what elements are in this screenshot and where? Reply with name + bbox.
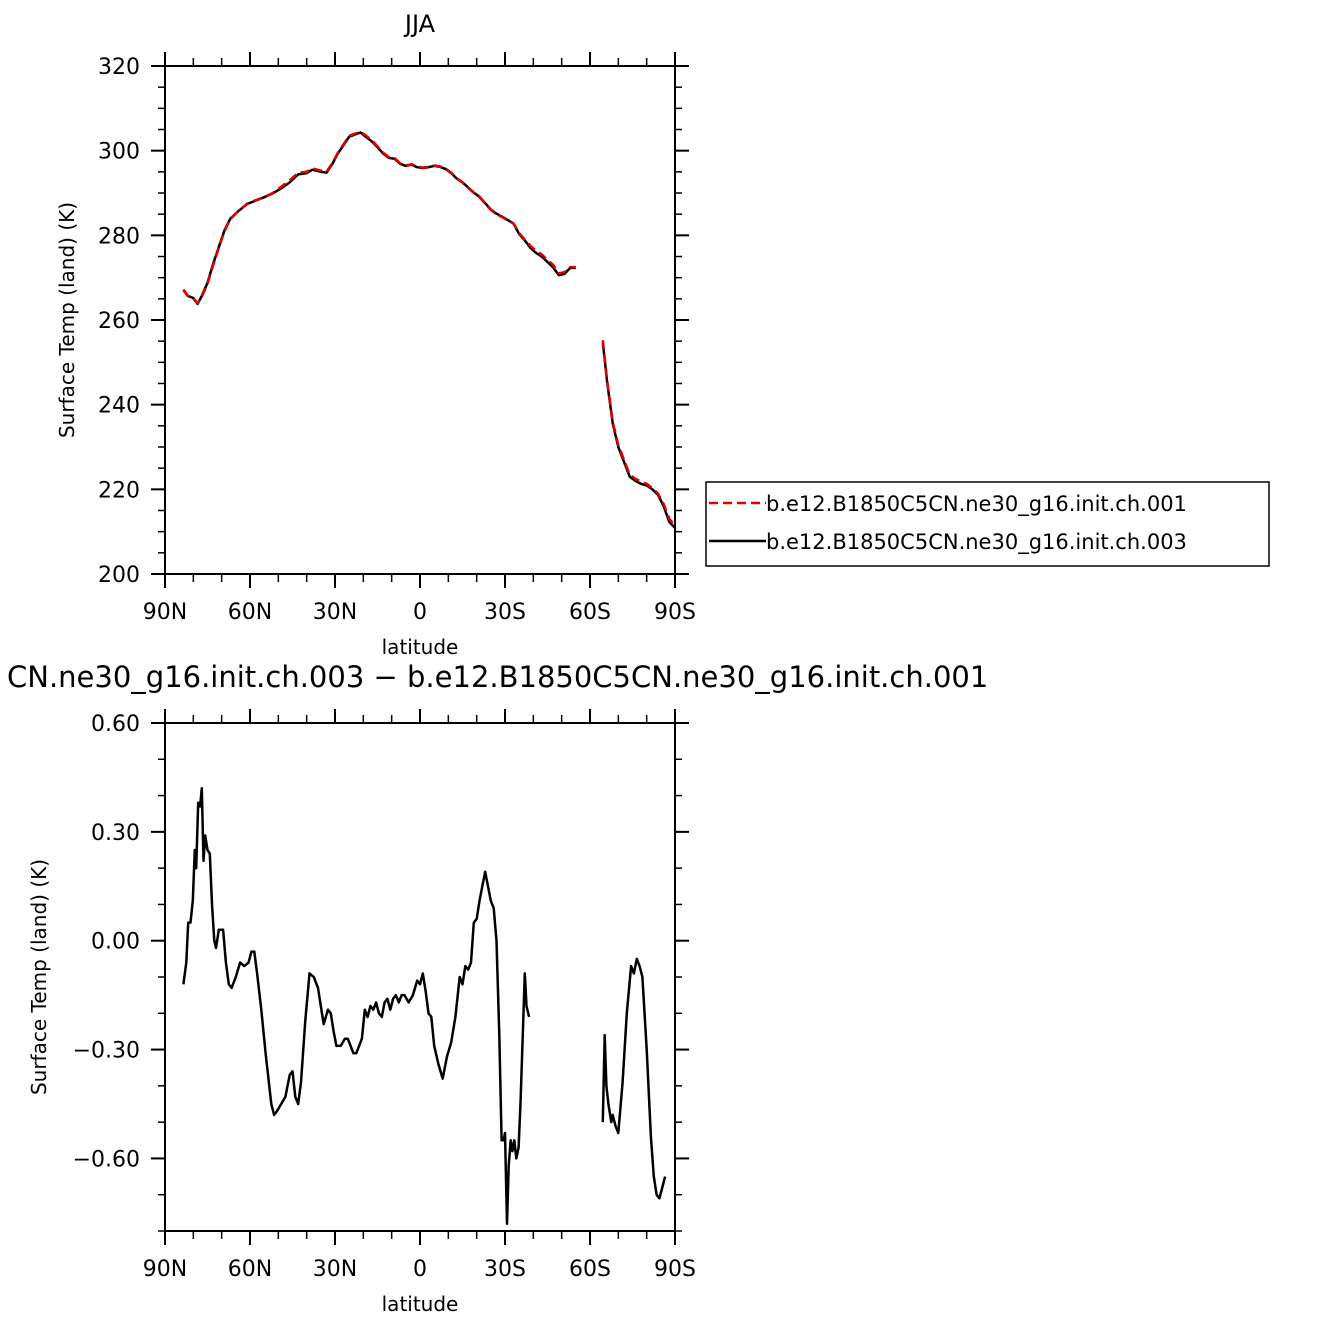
top-series-0-line [182, 130, 576, 305]
bottom-series-group [182, 787, 667, 1225]
top-y-tick-label: 280 [98, 224, 140, 249]
top-tick-labels: 90N 60N 30N 0 30S 60S 90S 200 220 240 260 280 300 320 [98, 55, 696, 625]
top-series-0-line [601, 340, 676, 527]
top-y-tick-label: 200 [98, 563, 140, 588]
bottom-x-tick-label: 90S [654, 1257, 696, 1282]
top-series-group [182, 130, 676, 529]
top-x-tick-label: 90S [654, 600, 696, 625]
bottom-plot-frame [164, 722, 676, 1232]
bottom-y-axis-label: Surface Temp (land) (K) [27, 859, 51, 1095]
legend: b.e12.B1850C5CN.ne30_g16.init.ch.001 b.e… [705, 481, 1270, 567]
bottom-tick-labels: 90N 60N 30N 0 30S 60S 90S 0.60 0.30 0.00 −0.30 −0.6… [73, 712, 696, 1282]
top-series-1-line [601, 342, 676, 529]
top-y-tick-label: 320 [98, 55, 140, 80]
top-x-tick-label: 60S [569, 600, 611, 625]
top-x-tick-label: 30N [313, 600, 357, 625]
top-chart-title: JJA [403, 10, 436, 38]
bottom-chart-title: CN.ne30_g16.init.ch.003 − b.e12.B1850C5C… [7, 660, 988, 694]
bottom-y-tick-label: −0.30 [73, 1039, 140, 1064]
top-y-axis-label: Surface Temp (land) (K) [55, 202, 79, 438]
legend-box [705, 481, 1270, 567]
top-y-tick-label: 220 [98, 478, 140, 503]
top-y-tick-label: 300 [98, 140, 140, 165]
top-axis-ticks [151, 52, 689, 588]
legend-label-001: b.e12.B1850C5CN.ne30_g16.init.ch.001 [766, 492, 1187, 517]
top-y-tick-label: 240 [98, 394, 140, 419]
bottom-x-tick-label: 30N [313, 1257, 357, 1282]
bottom-x-tick-label: 60S [569, 1257, 611, 1282]
bottom-y-tick-label: 0.30 [91, 821, 140, 846]
bottom-series-0-line [601, 957, 667, 1200]
bottom-x-axis-label: latitude [382, 1292, 459, 1316]
top-chart: JJA 90N 60N 30N 0 30S 60S 90S 200 220 240 260 280 30… [55, 10, 696, 659]
top-y-tick-label: 260 [98, 309, 140, 334]
bottom-x-tick-label: 60N [228, 1257, 272, 1282]
bottom-y-tick-label: −0.60 [73, 1147, 140, 1172]
bottom-axis-ticks [151, 709, 689, 1245]
top-x-tick-label: 30S [484, 600, 526, 625]
bottom-y-tick-label: 0.00 [91, 930, 140, 955]
top-x-axis-label: latitude [382, 635, 459, 659]
top-x-tick-label: 60N [228, 600, 272, 625]
bottom-x-tick-label: 30S [484, 1257, 526, 1282]
bottom-series-0-line [182, 787, 531, 1225]
top-x-tick-label: 90N [143, 600, 187, 625]
bottom-y-tick-label: 0.60 [91, 712, 140, 737]
legend-label-003: b.e12.B1850C5CN.ne30_g16.init.ch.003 [766, 530, 1187, 555]
top-plot-frame [164, 65, 676, 575]
top-series-1-line [182, 131, 576, 306]
bottom-x-tick-label: 0 [413, 1257, 427, 1282]
bottom-x-tick-label: 90N [143, 1257, 187, 1282]
top-x-tick-label: 0 [413, 600, 427, 625]
bottom-chart: CN.ne30_g16.init.ch.003 − b.e12.B1850C5C… [7, 660, 988, 1316]
